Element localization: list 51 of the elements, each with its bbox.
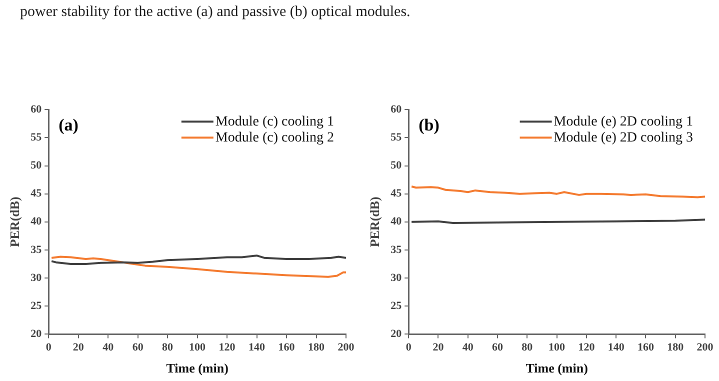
x-tick-label: 140 — [608, 342, 625, 354]
y-tick-label: 55 — [30, 132, 42, 144]
y-tick-label: 40 — [390, 216, 402, 228]
y-tick-label: 35 — [390, 244, 402, 256]
y-tick-label: 50 — [30, 160, 42, 172]
x-tick-label: 160 — [278, 342, 296, 354]
legend-label: Module (e) 2D cooling 3 — [554, 130, 694, 146]
x-tick-label: 120 — [218, 342, 236, 354]
y-tick-label: 50 — [390, 160, 402, 172]
legend-label: Module (c) cooling 2 — [215, 130, 334, 146]
x-tick-label: 80 — [162, 342, 174, 354]
y-tick-label: 45 — [390, 188, 402, 200]
x-tick-label: 140 — [248, 342, 266, 354]
x-tick-label: 80 — [522, 342, 534, 354]
x-tick-label: 160 — [637, 342, 654, 354]
x-tick-label: 0 — [406, 342, 412, 354]
y-tick-label: 30 — [390, 272, 402, 284]
x-tick-label: 40 — [462, 342, 474, 354]
y-tick-label: 45 — [30, 188, 42, 200]
y-tick-label: 55 — [390, 132, 402, 144]
legend-label: Module (c) cooling 1 — [215, 114, 334, 130]
x-tick-label: 60 — [132, 342, 144, 354]
x-axis-title: Time (min) — [166, 360, 228, 376]
legend-label: Module (e) 2D cooling 1 — [554, 114, 694, 130]
x-tick-label: 100 — [189, 342, 206, 354]
x-tick-label: 200 — [696, 342, 714, 354]
y-tick-label: 20 — [390, 328, 402, 340]
y-tick-label: 25 — [390, 300, 402, 312]
x-tick-label: 180 — [308, 342, 326, 354]
x-tick-label: 120 — [578, 342, 596, 354]
x-tick-label: 0 — [46, 342, 52, 354]
chart-title: (a) — [58, 115, 78, 134]
y-axis-title: PER(dB) — [7, 196, 22, 248]
y-tick-label: 20 — [30, 328, 42, 340]
y-tick-label: 25 — [30, 300, 42, 312]
y-axis-title: PER(dB) — [367, 196, 382, 248]
x-tick-label: 100 — [548, 342, 566, 354]
y-tick-label: 60 — [390, 103, 402, 116]
y-tick-label: 35 — [30, 244, 42, 256]
x-tick-label: 180 — [667, 342, 684, 354]
y-tick-label: 40 — [30, 216, 42, 228]
x-tick-label: 60 — [492, 342, 504, 354]
x-tick-label: 20 — [72, 342, 84, 354]
x-tick-label: 200 — [338, 342, 355, 354]
chart-title: (b) — [418, 115, 440, 134]
x-tick-label: 40 — [102, 342, 114, 354]
x-axis-title: Time (min) — [526, 360, 588, 376]
y-tick-label: 60 — [30, 103, 42, 116]
text: power stability for the active (a) and passive (b) optical modules. — [20, 4, 410, 21]
x-tick-label: 20 — [432, 342, 444, 354]
y-tick-label: 30 — [30, 272, 42, 284]
